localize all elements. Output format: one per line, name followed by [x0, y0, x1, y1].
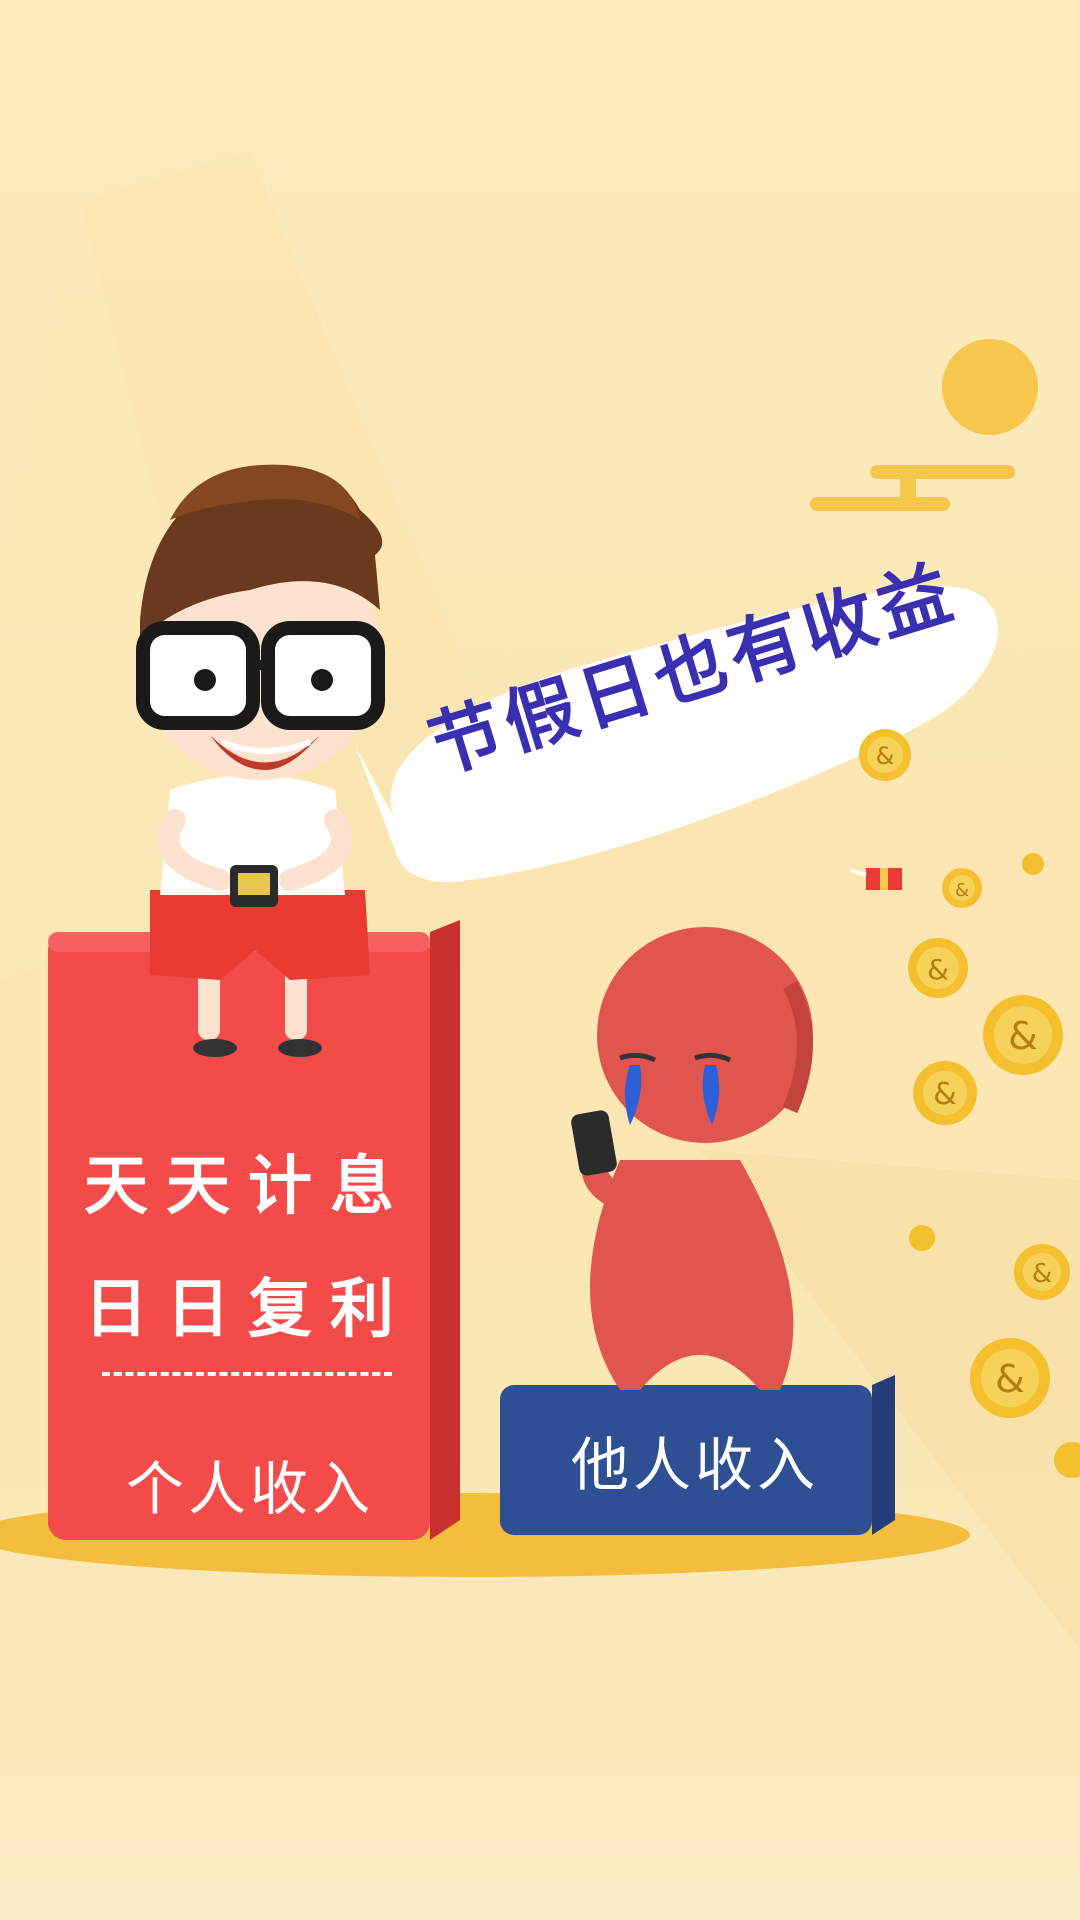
svg-text:&: &	[955, 880, 969, 901]
red-pedestal	[48, 932, 430, 1540]
coin-icon: &	[983, 995, 1063, 1075]
dashed-divider	[102, 1372, 392, 1376]
slogan-line-1: 天天计息	[84, 1149, 412, 1224]
happy-boy-character	[136, 464, 385, 1057]
cloud-line	[870, 465, 1015, 479]
coin-icon: &	[859, 729, 911, 781]
speech-bubble	[355, 586, 998, 882]
coin-icon: &	[970, 1338, 1050, 1418]
red-pedestal-side	[430, 920, 460, 1540]
sad-figure-character	[571, 927, 813, 1390]
cloud-line	[810, 497, 950, 511]
svg-text:&: &	[927, 953, 949, 986]
svg-text:&: &	[876, 742, 895, 770]
cloud-line	[900, 470, 916, 510]
coin-icon: &	[1014, 1244, 1070, 1300]
coin-icon: &	[908, 938, 968, 998]
coin-icon: &	[942, 868, 982, 908]
blue-pedestal-side	[872, 1375, 895, 1535]
gift-icon	[849, 868, 902, 890]
coin-icon	[1022, 853, 1044, 875]
coin-icon	[1054, 1442, 1080, 1478]
coin-icon	[909, 1225, 935, 1251]
slogan-line-2: 日日复利	[84, 1272, 412, 1347]
others-income-label: 他人收入	[570, 1431, 819, 1499]
personal-income-label: 个人收入	[125, 1455, 374, 1523]
svg-text:&: &	[1032, 1259, 1052, 1289]
svg-text:&: &	[995, 1357, 1025, 1401]
svg-text:&: &	[1008, 1014, 1038, 1058]
svg-text:&: &	[933, 1077, 956, 1112]
coin-icon: &	[913, 1061, 977, 1125]
blue-pedestal	[500, 1385, 872, 1535]
sun-icon	[942, 339, 1038, 435]
phone-icon	[571, 1110, 617, 1176]
